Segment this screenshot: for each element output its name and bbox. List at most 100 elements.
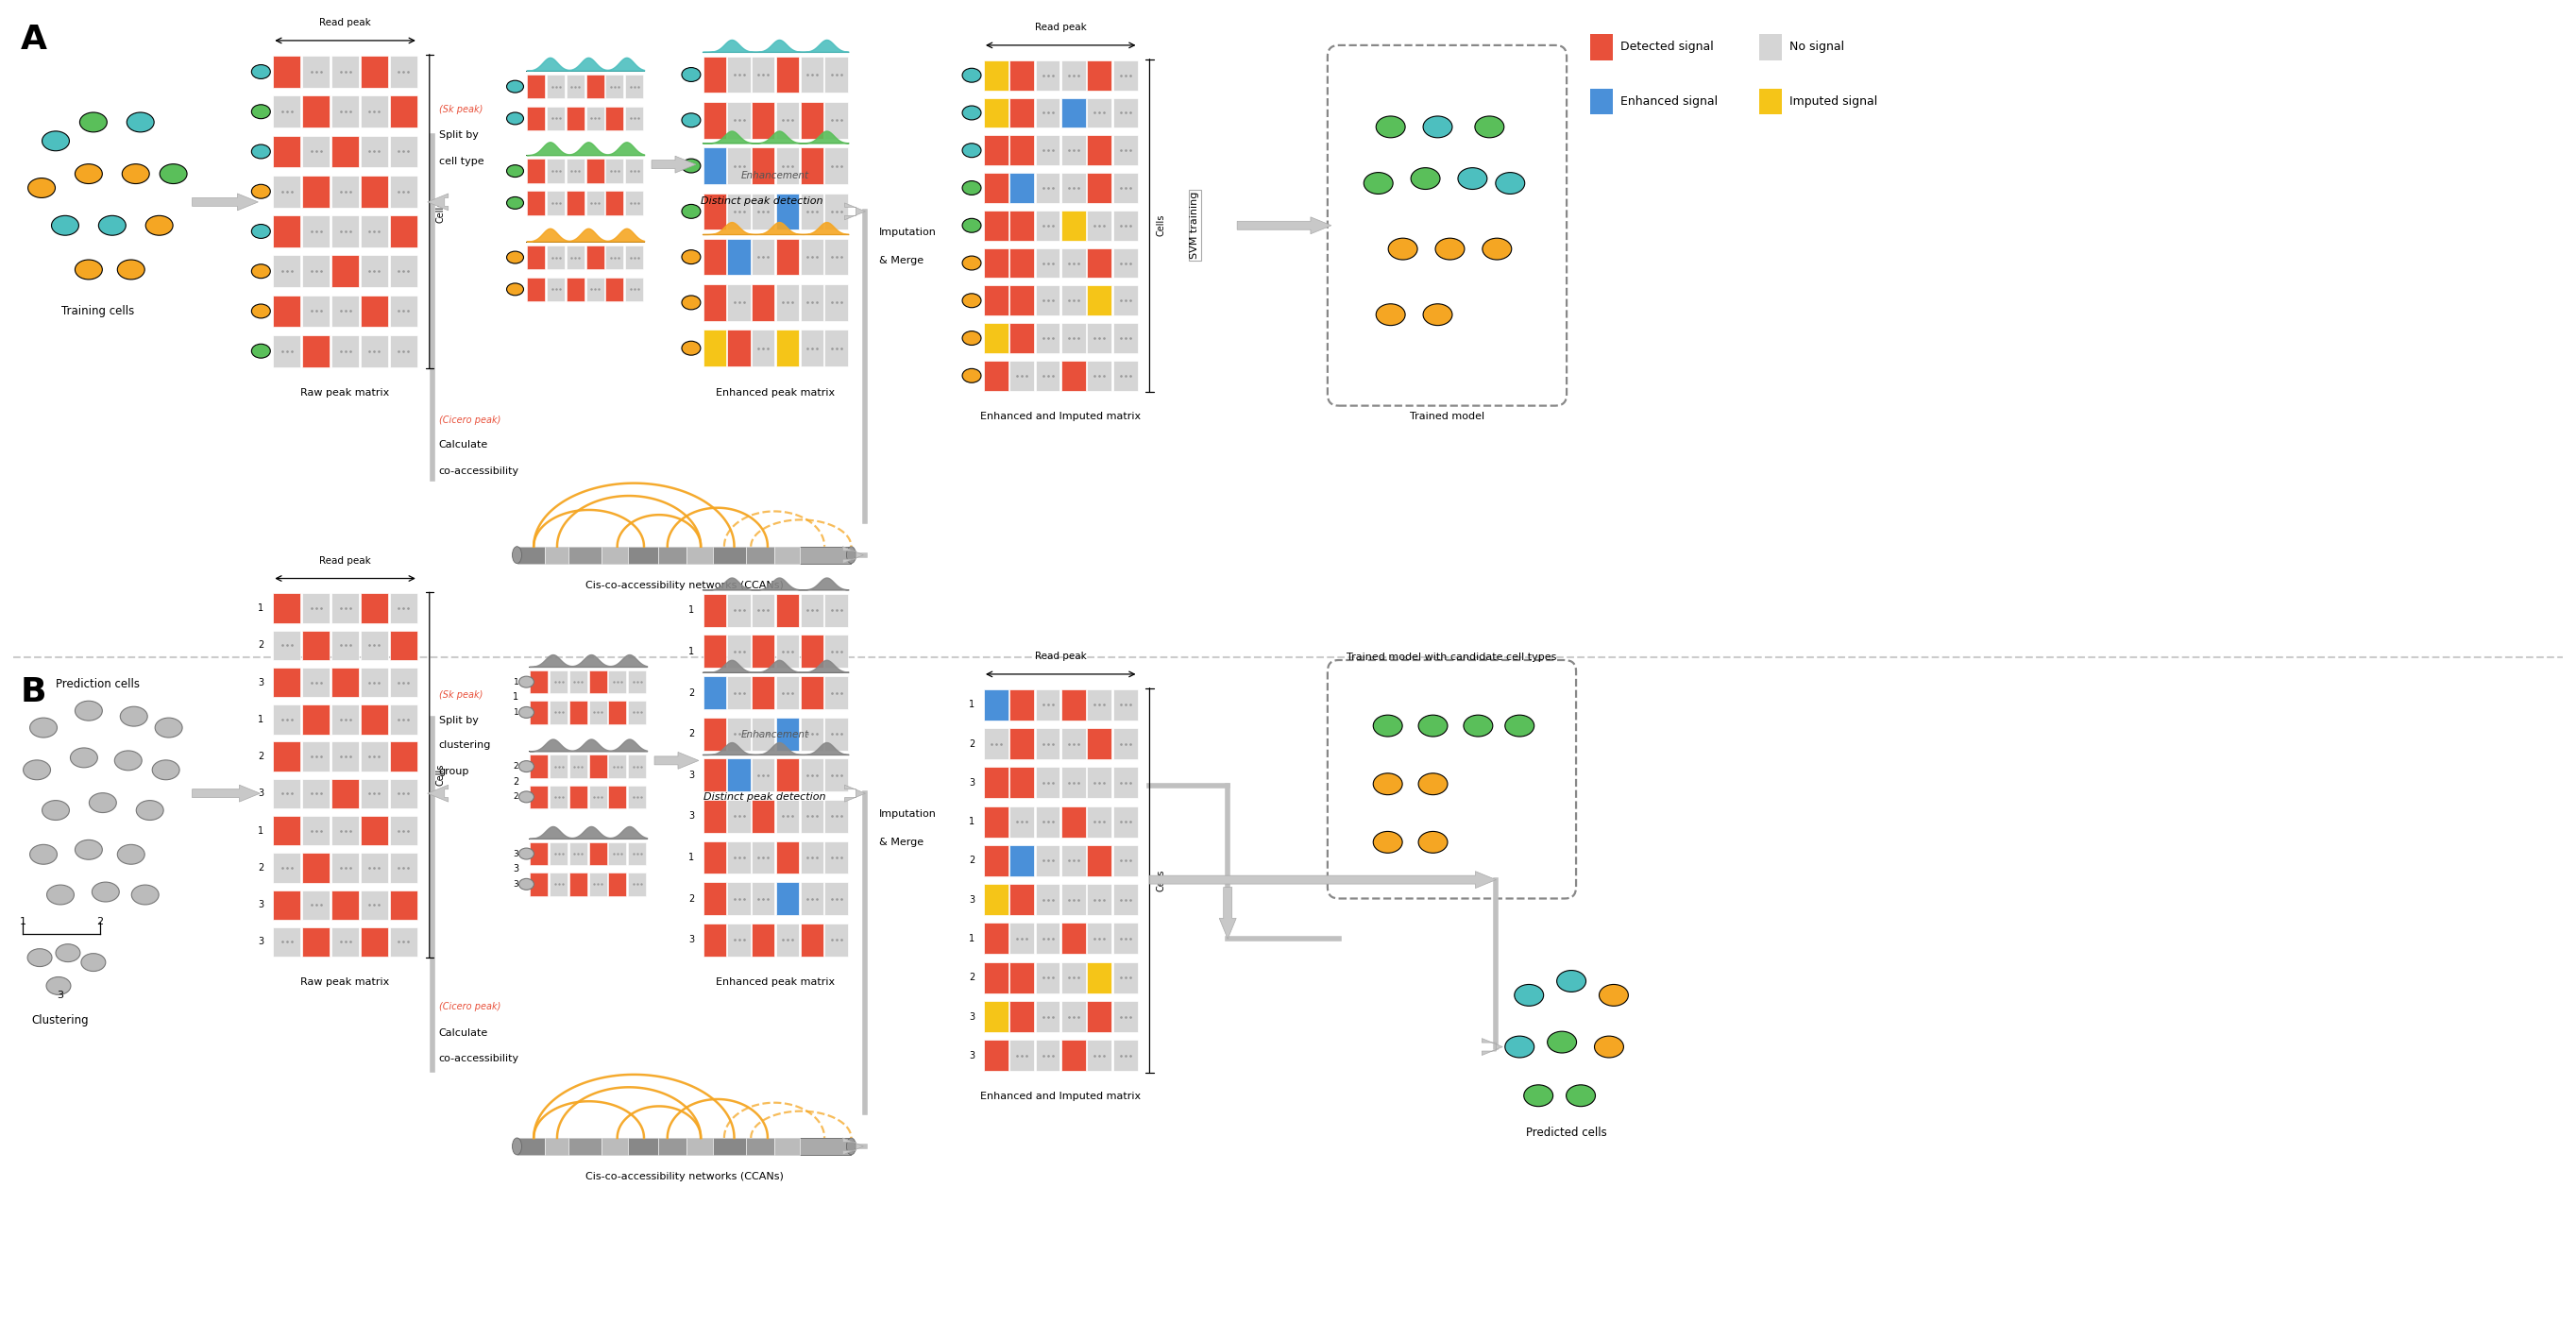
Bar xyxy=(608,843,626,865)
Text: Raw peak matrix: Raw peak matrix xyxy=(301,978,389,987)
Bar xyxy=(546,1138,569,1155)
Bar xyxy=(518,1138,546,1155)
Bar xyxy=(361,853,389,882)
Bar xyxy=(1036,923,1059,954)
Text: 3: 3 xyxy=(513,880,518,889)
FancyArrow shape xyxy=(1481,1039,1502,1056)
Ellipse shape xyxy=(1419,773,1448,795)
Text: Detected signal: Detected signal xyxy=(1620,41,1713,53)
Text: 3: 3 xyxy=(258,900,263,910)
Bar xyxy=(1010,923,1033,954)
Bar xyxy=(332,742,358,771)
Bar xyxy=(984,323,1007,353)
Text: 1: 1 xyxy=(969,818,974,827)
Bar xyxy=(389,668,417,697)
Bar xyxy=(752,800,775,832)
Bar xyxy=(301,176,330,208)
Bar xyxy=(361,816,389,845)
Bar xyxy=(752,717,775,750)
FancyArrow shape xyxy=(428,193,448,210)
Bar xyxy=(273,95,301,127)
FancyArrow shape xyxy=(845,785,866,802)
Bar xyxy=(1010,728,1033,759)
Bar xyxy=(752,676,775,709)
Bar xyxy=(801,102,824,139)
Text: co-accessibility: co-accessibility xyxy=(438,467,520,476)
Ellipse shape xyxy=(683,67,701,82)
Bar xyxy=(1061,845,1084,876)
Bar xyxy=(273,742,301,771)
Ellipse shape xyxy=(963,69,981,82)
Bar xyxy=(301,890,330,919)
Bar xyxy=(531,701,549,724)
Bar xyxy=(361,295,389,327)
Bar xyxy=(590,843,608,865)
Bar xyxy=(626,245,644,270)
Ellipse shape xyxy=(1515,984,1543,1005)
Text: Clustering: Clustering xyxy=(31,1013,90,1027)
Bar xyxy=(585,245,605,270)
Text: (Cicero peak): (Cicero peak) xyxy=(438,415,500,425)
Bar xyxy=(608,755,626,778)
Bar xyxy=(1010,361,1033,390)
Ellipse shape xyxy=(1504,1036,1535,1057)
Bar xyxy=(389,295,417,327)
Bar xyxy=(1087,210,1113,241)
Ellipse shape xyxy=(518,676,533,688)
Text: 2: 2 xyxy=(513,762,518,771)
Bar xyxy=(301,631,330,660)
Bar xyxy=(1010,767,1033,798)
Bar xyxy=(824,57,848,93)
Bar xyxy=(1087,1040,1113,1072)
Bar xyxy=(332,668,358,697)
Bar xyxy=(585,191,605,216)
Ellipse shape xyxy=(121,164,149,184)
Bar xyxy=(659,1138,685,1155)
Bar xyxy=(332,95,358,127)
Bar xyxy=(629,843,647,865)
Bar xyxy=(301,216,330,247)
Bar xyxy=(1036,1040,1059,1072)
Bar xyxy=(626,278,644,302)
Ellipse shape xyxy=(46,885,75,905)
Ellipse shape xyxy=(1419,714,1448,737)
Bar xyxy=(1113,845,1139,876)
Bar xyxy=(1061,98,1084,128)
Bar xyxy=(752,758,775,791)
Bar xyxy=(1010,1002,1033,1032)
Text: Enhancement: Enhancement xyxy=(742,730,809,740)
FancyArrow shape xyxy=(428,785,448,802)
FancyArrow shape xyxy=(193,785,260,802)
FancyArrow shape xyxy=(1149,872,1497,888)
Bar xyxy=(569,546,603,564)
Bar xyxy=(1113,135,1139,165)
Bar xyxy=(775,717,799,750)
Bar xyxy=(703,800,726,832)
Bar xyxy=(531,843,549,865)
Bar xyxy=(629,755,647,778)
Bar xyxy=(273,295,301,327)
Bar xyxy=(361,705,389,734)
Text: Imputed signal: Imputed signal xyxy=(1790,95,1878,107)
Bar xyxy=(775,882,799,916)
Bar xyxy=(752,57,775,93)
Ellipse shape xyxy=(31,718,57,737)
Bar xyxy=(1036,286,1059,316)
Text: (Sk peak): (Sk peak) xyxy=(438,106,482,115)
Text: 2: 2 xyxy=(513,792,518,802)
Bar xyxy=(824,882,848,916)
Ellipse shape xyxy=(152,761,180,779)
Bar xyxy=(824,594,848,627)
Bar xyxy=(301,779,330,808)
Text: Read peak: Read peak xyxy=(1036,652,1087,662)
Bar xyxy=(389,853,417,882)
Bar xyxy=(1087,689,1113,721)
Text: & Merge: & Merge xyxy=(878,837,925,847)
Ellipse shape xyxy=(252,265,270,278)
Ellipse shape xyxy=(160,164,188,184)
Text: Prediction cells: Prediction cells xyxy=(57,677,139,691)
Text: 3: 3 xyxy=(258,937,263,947)
Bar xyxy=(546,245,564,270)
Bar xyxy=(361,176,389,208)
Bar xyxy=(1113,210,1139,241)
